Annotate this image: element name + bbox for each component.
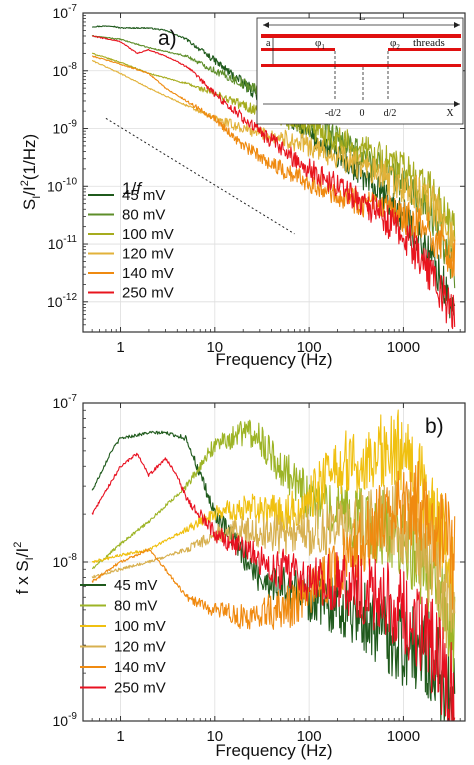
y-tick-label: 10-8: [53, 552, 78, 570]
panel-a-reference: [105, 117, 295, 235]
y-tick-label: 10-8: [53, 61, 78, 79]
x-tick-label: 10: [206, 339, 223, 356]
inset-right-segment: [388, 48, 461, 51]
panel-a-frame: [82, 12, 466, 333]
x-tick-label: 1000: [387, 339, 420, 356]
series-line-100-mv: [91, 409, 456, 615]
legend-label: 140 mV: [122, 265, 174, 282]
reference-line-label: 1/f: [122, 179, 143, 198]
legend-label: 120 mV: [114, 639, 166, 656]
inset-left-segment: [261, 48, 335, 51]
inset-label-minus-d2: -d/2: [325, 108, 341, 119]
y-tick-label: 10-9: [53, 711, 78, 729]
panel-b: 1 10 100 1000 10-9 10-8 10-7 b) f x SI/I2 Freq…: [12, 393, 466, 760]
y-tick-label: 10-12: [47, 292, 77, 310]
series-line-250-mv: [91, 452, 456, 722]
panel-a-axes: 1 10 100 1000 10-12 10-11 10-10 10-9 10-8 10-7: [47, 3, 465, 356]
series-line-120-mv: [91, 480, 456, 649]
panel-b-label: b): [425, 415, 444, 438]
legend-label: 100 mV: [114, 618, 166, 635]
inset-label-zero: 0: [360, 108, 365, 119]
inset-label-phi1: φ1: [315, 37, 325, 51]
x-tick-label: 1: [116, 339, 124, 356]
inset-schematic: L a φ1 φ2 threads -d/2 0 d/2 X: [256, 11, 464, 125]
legend-label: 250 mV: [114, 680, 166, 697]
legend-label: 80 mV: [122, 207, 165, 224]
panel-b-legend: 45 mV 80 mV 100 mV 120 mV 140 mV 250 mV: [80, 577, 166, 697]
x-tick-label: 100: [297, 339, 322, 356]
legend-label: 250 mV: [122, 285, 174, 302]
legend-label: 100 mV: [122, 226, 174, 243]
panel-a-legend: 45 mV 80 mV 100 mV 120 mV 140 mV 250 mV: [88, 187, 174, 302]
x-tick-label: 1000: [387, 728, 420, 745]
legend-label: 45 mV: [114, 577, 157, 594]
inset-label-a: a: [266, 38, 271, 49]
series-line-140-mv: [92, 55, 456, 279]
panel-b-frame: [82, 402, 466, 722]
y-tick-label: 10-7: [53, 393, 78, 411]
inset-label-plus-d2: d/2: [384, 108, 397, 119]
y-tick-label: 10-10: [47, 176, 77, 194]
inset-label-threads: threads: [413, 37, 445, 49]
legend-label: 120 mV: [122, 246, 174, 263]
one-over-f-reference-line: [105, 117, 295, 235]
panel-a-ylabel: SI/I2(1/Hz): [19, 134, 43, 210]
series-line-250-mv: [92, 35, 456, 330]
legend-label: 80 mV: [114, 598, 157, 615]
inset-label-phi2: φ2: [390, 37, 400, 51]
inset-bottom-thread: [261, 64, 461, 67]
y-tick-label: 10-9: [53, 119, 78, 137]
y-tick-label: 10-11: [48, 234, 78, 252]
arrow-right-icon: [454, 22, 460, 28]
arrow-left-icon: [263, 22, 269, 28]
inset-label-X: X: [446, 108, 454, 119]
inset-top-thread: [261, 34, 461, 38]
panel-b-xlabel: Frequency (Hz): [215, 741, 332, 760]
legend-label: 45 mV: [122, 187, 165, 204]
panel-a-xlabel: Frequency (Hz): [215, 350, 332, 369]
x-tick-label: 10: [206, 728, 223, 745]
inset-label-L: L: [359, 11, 366, 23]
arrow-x-icon: [454, 101, 460, 107]
x-tick-label: 100: [297, 728, 322, 745]
series-line-140-mv: [91, 460, 456, 630]
panel-b-series: [91, 409, 456, 722]
y-tick-label: 10-7: [53, 3, 78, 21]
panel-b-ylabel: f x SI/I2: [12, 542, 36, 595]
x-tick-label: 1: [116, 728, 124, 745]
panel-a-label: a): [158, 27, 177, 50]
panel-b-axes: 1 10 100 1000 10-9 10-8 10-7: [53, 393, 465, 745]
legend-label: 140 mV: [114, 659, 166, 676]
